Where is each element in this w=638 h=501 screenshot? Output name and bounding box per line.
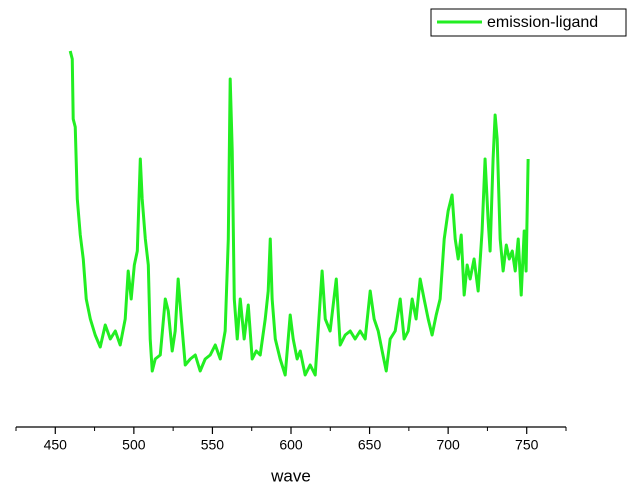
x-axis-label: wave xyxy=(270,466,311,485)
legend: emission-ligand xyxy=(430,8,627,37)
x-tick-label: 650 xyxy=(358,437,382,453)
x-tick-label: 700 xyxy=(436,437,460,453)
x-tick-label: 450 xyxy=(44,437,68,453)
data-line xyxy=(68,50,530,377)
x-tick-label: 550 xyxy=(201,437,225,453)
legend-text: emission-ligand xyxy=(487,14,598,31)
x-tick-label: 600 xyxy=(279,437,303,453)
x-tick-label: 500 xyxy=(122,437,146,453)
x-tick-label: 750 xyxy=(515,437,539,453)
